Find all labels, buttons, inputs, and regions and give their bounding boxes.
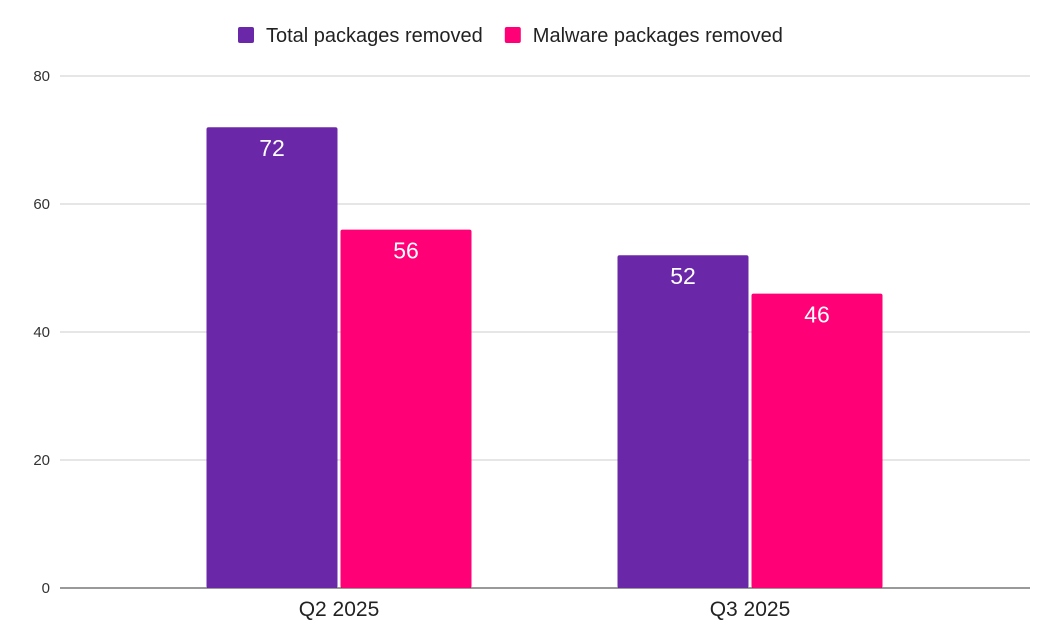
x-tick-label: Q2 2025 <box>299 598 380 621</box>
y-tick-label: 80 <box>33 68 50 85</box>
data-label: 52 <box>670 263 696 289</box>
data-label: 46 <box>804 302 830 328</box>
bar <box>617 255 749 588</box>
legend-label: Malware packages removed <box>533 25 783 47</box>
x-tick-label: Q3 2025 <box>710 598 791 621</box>
legend-swatch <box>238 27 254 43</box>
bar <box>340 229 472 588</box>
bar <box>751 293 883 588</box>
y-tick-label: 0 <box>42 580 50 597</box>
data-label: 72 <box>259 135 285 161</box>
y-tick-label: 20 <box>33 452 50 469</box>
bar <box>206 127 338 588</box>
y-tick-label: 40 <box>33 324 50 341</box>
legend-swatch <box>504 27 521 43</box>
data-label: 56 <box>393 238 419 264</box>
y-tick-label: 60 <box>33 196 50 213</box>
legend-label: Total packages removed <box>266 25 483 47</box>
